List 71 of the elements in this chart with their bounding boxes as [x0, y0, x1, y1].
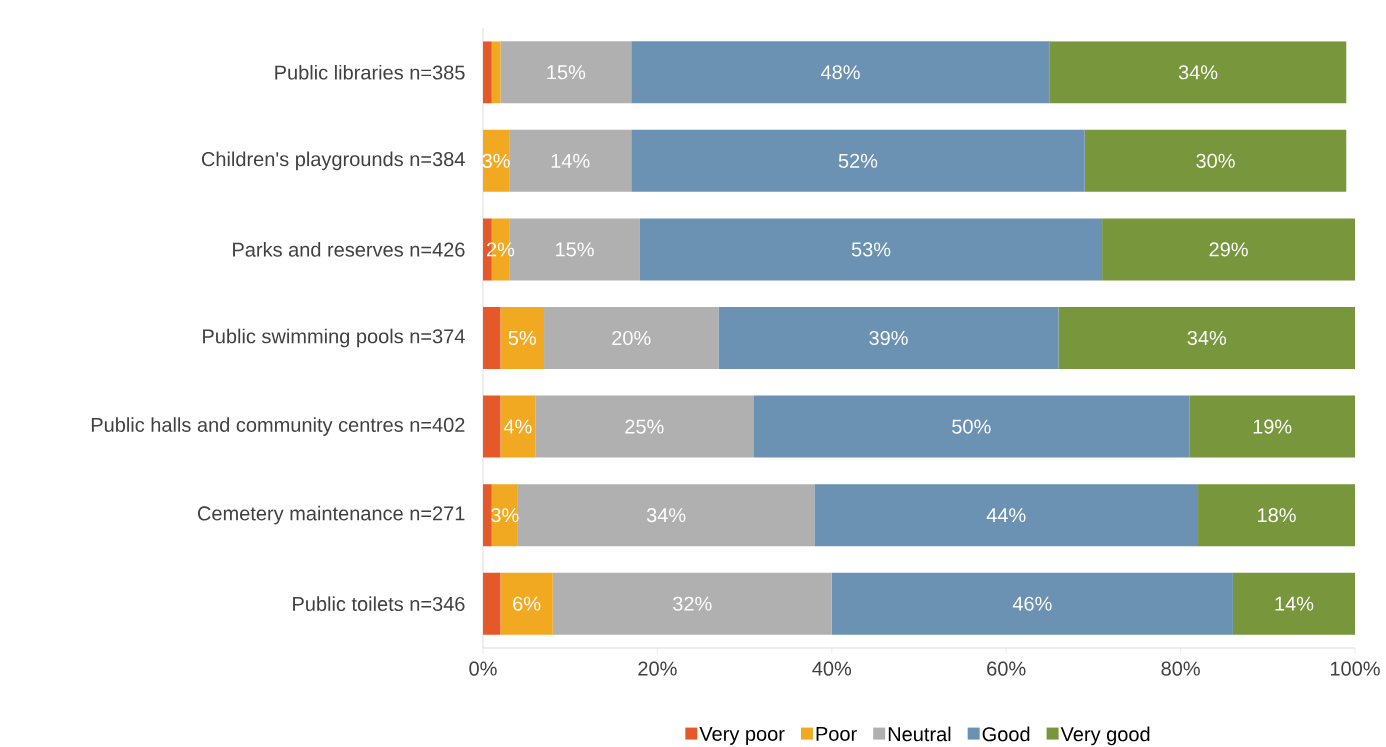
- data-label: 34%: [646, 508, 686, 523]
- data-label: 14%: [551, 154, 590, 169]
- bar: [491, 41, 501, 104]
- data-label: 18%: [1258, 508, 1296, 523]
- bar: [483, 41, 492, 104]
- x-tick-label: 100%: [1330, 661, 1380, 676]
- bar: [483, 307, 501, 370]
- bar: [552, 572, 832, 635]
- data-label: 48%: [820, 65, 860, 80]
- data-label: 25%: [625, 419, 664, 434]
- data-label: 50%: [952, 419, 991, 434]
- data-label: 19%: [1253, 419, 1292, 434]
- legend-label: Poor: [816, 727, 857, 742]
- data-label: 30%: [1196, 153, 1235, 169]
- data-label: 34%: [1187, 331, 1227, 346]
- data-label: 4%: [503, 419, 532, 434]
- bar: [1049, 41, 1347, 104]
- data-label: 34%: [1178, 65, 1218, 80]
- data-label: 53%: [851, 242, 891, 257]
- x-tick-label: 80%: [1161, 661, 1200, 676]
- data-label: 29%: [1209, 242, 1248, 257]
- x-tick-label: 0%: [469, 661, 497, 676]
- y-tick-label: Parks and reserves n=426: [233, 242, 465, 257]
- bar: [517, 484, 815, 547]
- data-label: 20%: [612, 331, 651, 346]
- bar: [831, 572, 1233, 635]
- y-tick-label: Public libraries n=385: [275, 65, 465, 80]
- x-tick-label: 20%: [638, 661, 677, 676]
- bar: [631, 41, 1050, 104]
- legend-label: Good: [982, 726, 1030, 742]
- bar: [1232, 572, 1355, 635]
- bar: [500, 307, 545, 370]
- data-label: 39%: [869, 331, 908, 346]
- data-label: 6%: [513, 596, 541, 611]
- bar: [500, 41, 632, 104]
- data-label: 52%: [838, 153, 878, 169]
- data-label: 46%: [1012, 596, 1052, 611]
- data-label: 15%: [547, 65, 586, 80]
- bar: [544, 307, 719, 370]
- y-tick-label: Cemetery maintenance n=271: [198, 506, 465, 525]
- bar: [483, 572, 501, 635]
- legend-label: Neutral: [888, 726, 951, 742]
- bar: [631, 130, 1085, 193]
- bar: [500, 572, 553, 635]
- bar: [1102, 218, 1355, 281]
- bar: [1058, 307, 1355, 370]
- bar: [1189, 395, 1355, 458]
- y-tick-label: Children's playgrounds n=384: [201, 151, 465, 171]
- y-tick-label: Public swimming pools n=374: [203, 328, 465, 348]
- bar: [1084, 130, 1347, 193]
- bar: [718, 307, 1059, 370]
- y-tick-label: Public toilets n=346: [293, 596, 465, 612]
- bar: [500, 395, 536, 458]
- bar: [483, 395, 501, 458]
- legend-label: Very good: [1060, 726, 1150, 746]
- bar: [535, 395, 754, 458]
- bar: [753, 395, 1190, 458]
- x-tick-label: 40%: [812, 661, 852, 676]
- bar: [1198, 484, 1355, 547]
- data-label: 44%: [986, 508, 1026, 523]
- data-label: 32%: [673, 596, 712, 611]
- bar: [814, 484, 1199, 547]
- data-label: 14%: [1275, 596, 1314, 611]
- bar: [639, 218, 1103, 281]
- bar: [509, 130, 632, 193]
- bar: [483, 484, 492, 547]
- data-label: 15%: [556, 242, 594, 257]
- y-tick-label: Public halls and community centres n=402: [91, 417, 465, 437]
- x-tick-label: 60%: [987, 661, 1026, 676]
- data-label: 5%: [508, 331, 536, 346]
- legend-label: Very poor: [699, 727, 785, 746]
